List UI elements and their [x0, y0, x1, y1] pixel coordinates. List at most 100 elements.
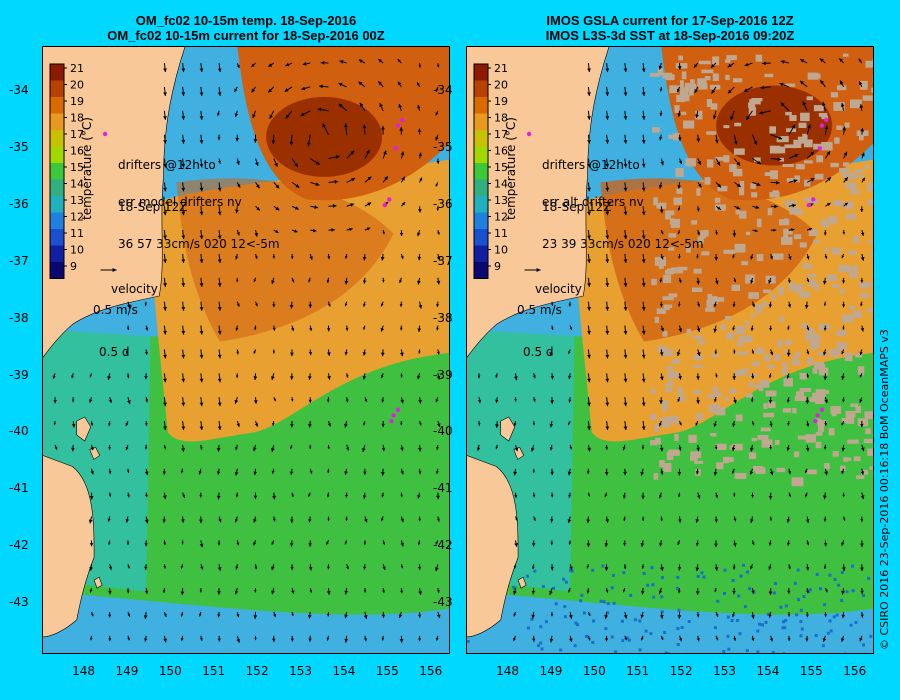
arrow-head [641, 566, 645, 569]
arrow-head [275, 229, 279, 233]
arrow-head [840, 638, 845, 642]
arrow-head [861, 177, 865, 182]
arrow-head [126, 375, 130, 379]
arrow-head [236, 351, 240, 355]
arrow-head [380, 472, 385, 476]
arrow-head [363, 615, 368, 619]
arrow-head [418, 614, 422, 618]
sst-noise [525, 574, 529, 578]
arrow-head [236, 423, 240, 427]
arrow-head [89, 637, 93, 641]
arrow-head [182, 494, 186, 498]
cloud-mask [731, 284, 741, 291]
lon-tick-label: 152 [669, 664, 693, 678]
sst-noise [818, 587, 822, 591]
cloud-mask [815, 441, 822, 449]
arrow-head [145, 399, 149, 403]
arrow-head [677, 113, 681, 117]
cloud-mask [824, 247, 829, 253]
arrow-head [218, 518, 222, 523]
arrow-head [89, 399, 93, 403]
arrow-head [381, 423, 385, 427]
cloud-mask [670, 218, 680, 228]
arrow-head [841, 376, 845, 380]
cloud-mask [859, 133, 864, 141]
cloud-mask [840, 465, 846, 471]
arrow-head [254, 232, 259, 237]
tasmania [42, 454, 95, 638]
arrow-head [381, 637, 385, 641]
arrow-head [532, 470, 535, 473]
sst-noise [702, 575, 706, 579]
colorbar-tick-label: 12 [494, 211, 508, 224]
cloud-mask [779, 316, 784, 323]
cloud-mask [840, 266, 853, 272]
cloud-mask [723, 155, 730, 163]
arrow-head [199, 354, 204, 359]
cloud-mask [755, 347, 764, 354]
arrow-head [326, 494, 330, 498]
arrow-head [90, 447, 94, 451]
arrow-head [749, 447, 754, 452]
arrow-head [362, 495, 367, 499]
cloud-mask [690, 451, 702, 459]
arrow-head [397, 59, 401, 63]
arrow-head [162, 590, 166, 593]
cloud-mask [656, 308, 667, 314]
arrow-head [199, 163, 204, 168]
arrow-head [181, 116, 186, 120]
arrow-head [623, 116, 628, 120]
arrow-head [769, 471, 774, 476]
arrow-head [860, 127, 865, 132]
arrow-head [732, 304, 736, 307]
arrow-head [587, 259, 591, 263]
sst-noise [539, 641, 543, 645]
arrow-head [768, 495, 773, 500]
arrow-head [312, 228, 317, 233]
cloud-mask [813, 239, 820, 244]
sst-noise [675, 586, 679, 590]
cloud-mask [871, 87, 874, 93]
arrow-head [271, 470, 275, 474]
arrow-head [306, 142, 311, 147]
sst-noise [796, 568, 800, 572]
arrow-head [362, 375, 367, 380]
cloud-mask [803, 263, 812, 269]
cloud-mask [691, 220, 698, 225]
arrow-head [302, 61, 307, 66]
arrow-head [824, 399, 828, 404]
cloud-mask [753, 157, 761, 163]
arrow-head [660, 327, 664, 332]
arrow-head [363, 471, 367, 475]
arrow-head [859, 104, 864, 108]
arrow-head [382, 279, 385, 283]
cloud-mask [794, 234, 802, 240]
cloud-mask [808, 229, 818, 237]
arrow-head [822, 638, 827, 642]
arrow-head [418, 422, 422, 426]
arrow-head [805, 400, 810, 405]
cloud-mask [836, 125, 843, 130]
cloud-mask [833, 199, 843, 207]
arrow-head [805, 470, 808, 474]
arrow-head [641, 283, 646, 287]
arrow-head [860, 423, 864, 428]
credit-text: © CSIRO 2016 23-Sep-2016 00:16:18 BoM Oc… [878, 329, 891, 650]
arrow-head [271, 140, 276, 145]
arrow-head [275, 184, 280, 189]
arrow-head [841, 422, 845, 426]
cloud-mask [745, 393, 753, 398]
arrow-head [145, 494, 148, 498]
cloud-mask [715, 156, 726, 161]
arrow-head [713, 471, 718, 476]
arrow-head [383, 150, 387, 155]
right-error-stats: err alt drifters nv 23 39 33cm/s 020 12<… [542, 195, 704, 251]
arrow-head [859, 81, 863, 85]
sst-noise [466, 640, 470, 644]
sst-noise [829, 629, 833, 633]
arrow-head [271, 280, 275, 284]
arrow-head [696, 400, 700, 404]
arrow-head [604, 638, 609, 642]
sst-noise [622, 571, 626, 575]
